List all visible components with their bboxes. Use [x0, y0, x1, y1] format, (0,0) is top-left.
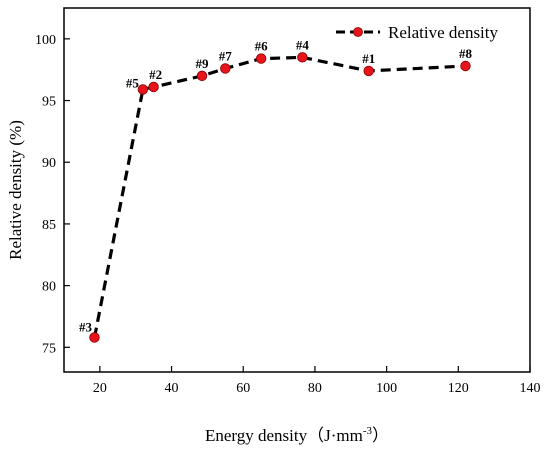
data-point-label: #7: [219, 48, 233, 63]
data-point-label: #6: [255, 39, 269, 54]
series-layer: #3 #5 #2 #9 #7 #6 #4 #1 #8: [79, 37, 473, 343]
data-point-label: #8: [459, 46, 473, 61]
y-axis-title: Relative density (%): [6, 120, 25, 260]
x-tick-label: 80: [308, 381, 322, 396]
y-tick-label: 100: [35, 33, 56, 48]
data-point: [89, 332, 100, 343]
data-point-label: #4: [296, 37, 310, 52]
data-point: [363, 65, 374, 77]
y-tick-label: 75: [42, 341, 56, 356]
y-axis-ticks: 75 80 85 90 95 100: [35, 33, 70, 356]
y-tick-label: 90: [42, 156, 56, 171]
x-axis-ticks: 20 40 60 80 100 120 140: [93, 366, 541, 396]
data-point: [137, 84, 149, 95]
data-point: [148, 81, 159, 93]
data-point: [460, 60, 471, 72]
x-tick-label: 140: [520, 381, 541, 396]
legend: Relative density: [336, 23, 499, 42]
data-point-label: #3: [79, 319, 93, 334]
x-tick-label: 120: [448, 381, 469, 396]
data-point: [255, 53, 267, 64]
legend-label: Relative density: [388, 23, 499, 42]
x-tick-label: 60: [236, 381, 250, 396]
series-line: [92, 55, 466, 338]
y-tick-label: 95: [42, 95, 56, 110]
data-point: [196, 70, 208, 82]
x-tick-label: 40: [165, 381, 179, 396]
x-tick-label: 100: [376, 381, 397, 396]
data-point-label: #5: [126, 75, 140, 90]
x-tick-label: 20: [93, 381, 107, 396]
legend-marker: [353, 27, 363, 37]
y-tick-label: 85: [42, 218, 56, 233]
data-point-label: #9: [196, 56, 210, 71]
data-point: [297, 52, 308, 63]
plot-frame: [63, 7, 531, 373]
y-tick-label: 80: [42, 280, 56, 295]
x-axis-title: Energy density（J·mm-3）: [205, 425, 389, 445]
data-point-label: #2: [149, 67, 162, 82]
data-point-label: #1: [362, 51, 375, 66]
data-point: [220, 63, 231, 74]
